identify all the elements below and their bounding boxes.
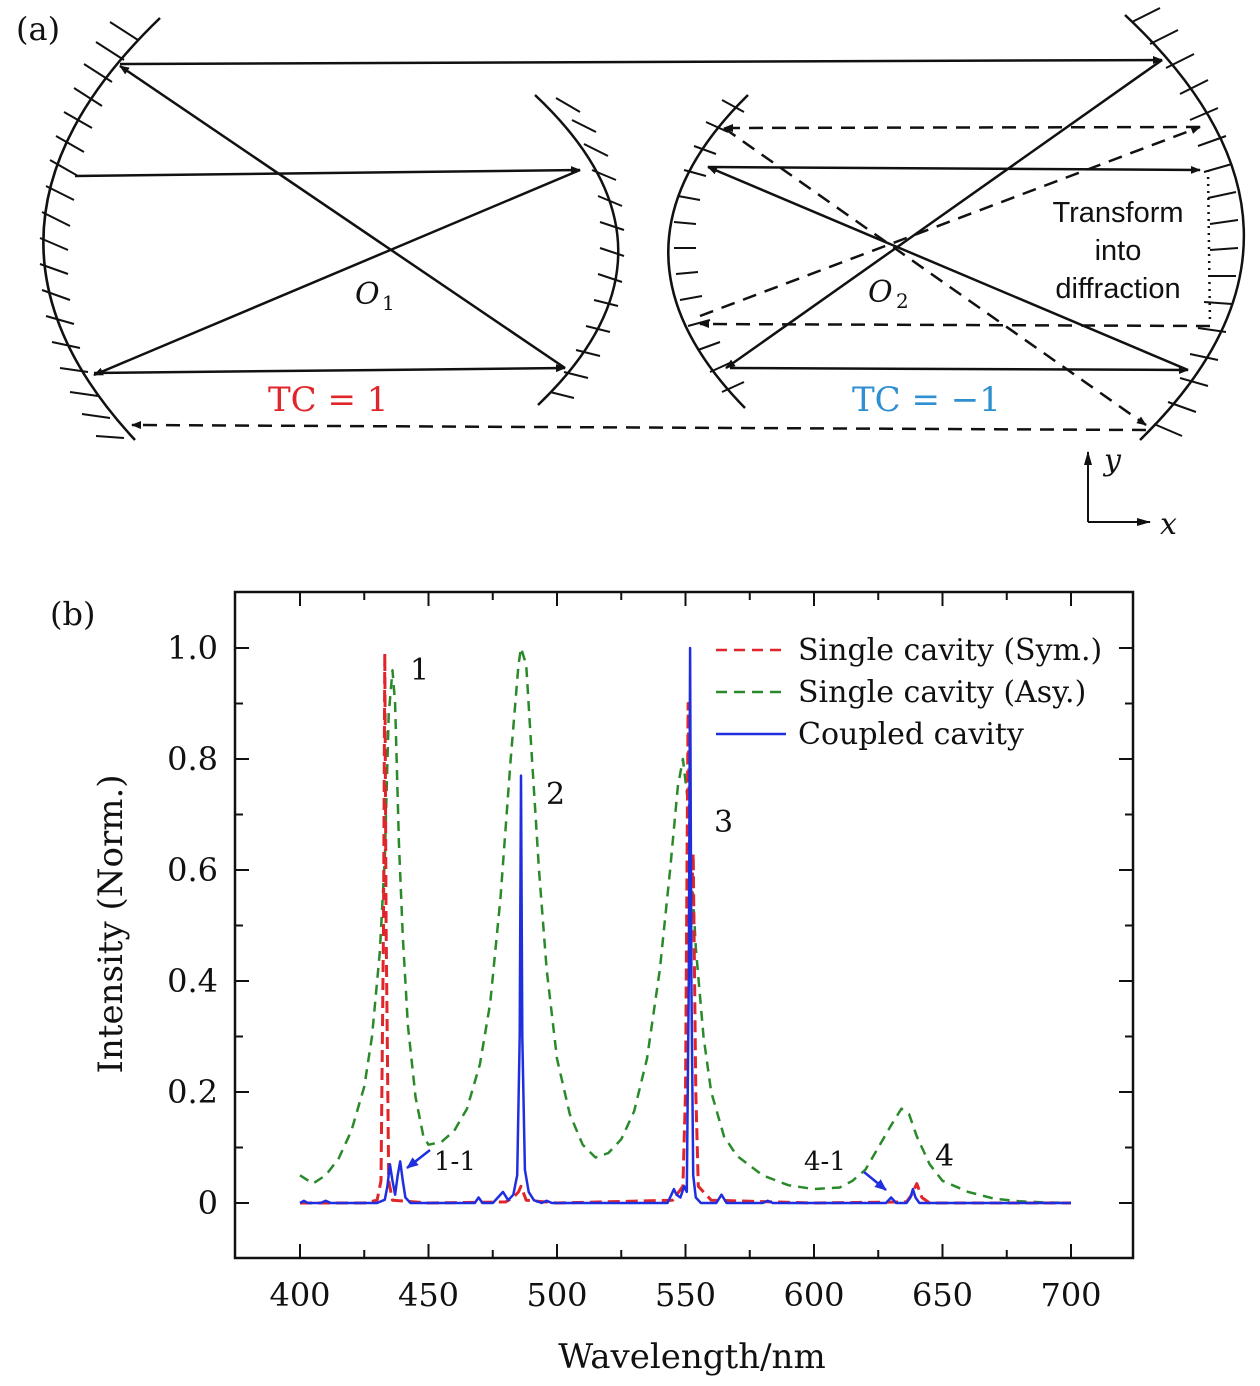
legend-label-coupled: Coupled cavity [798, 717, 1024, 752]
diffraction-dotted-line [1206, 169, 1212, 325]
right-mirror-hatching [673, 7, 1239, 437]
y-tick-label-0.2: 0.2 [167, 1073, 218, 1111]
y-tick-label-0.4: 0.4 [167, 962, 218, 1000]
series-line-single-cavity-sym [300, 652, 1071, 1205]
tc-right-label: TC = −1 [852, 380, 1001, 420]
o1-subscript: 1 [382, 291, 395, 315]
coordinate-axes: y x [1084, 443, 1177, 542]
x-tick-label-500: 500 [526, 1276, 587, 1314]
tc-left-label: TC = 1 [268, 380, 388, 420]
o2-subscript: 2 [896, 289, 909, 313]
peak-label-3: 3 [714, 805, 733, 840]
center-o1: O 1 [355, 277, 395, 315]
left-cavity-mirrors [42, 17, 620, 441]
x-tick-label-600: 600 [783, 1276, 844, 1314]
y-tick-label-0.8: 0.8 [167, 740, 218, 778]
transform-line-2: into [1095, 235, 1142, 267]
o1-label: O [355, 277, 380, 312]
panel-b: (b) 400 450 500 550 600 650 700 0 0.2 0.… [50, 590, 1135, 1377]
peak-label-1: 1 [410, 653, 429, 688]
axis-y-label: y [1102, 443, 1122, 478]
top-connecting-ray [119, 56, 1163, 66]
series-line-single-cavity-asy [299, 646, 1072, 1205]
center-o2: O 2 [868, 275, 909, 313]
panel-b-label: (b) [50, 595, 95, 633]
axis-ticks [235, 592, 1133, 1258]
x-tick-label-450: 450 [398, 1276, 459, 1314]
panel-a: (a) [16, 7, 1245, 542]
x-tick-labels: 400 450 500 550 600 650 700 [269, 1276, 1101, 1314]
x-tick-label-400: 400 [269, 1276, 330, 1314]
arrow-1-1 [406, 1149, 431, 1169]
transform-line-3: diffraction [1055, 273, 1180, 305]
y-tick-label-0: 0 [198, 1184, 218, 1222]
transform-line-1: Transform [1052, 197, 1183, 229]
peak-label-4-1: 4-1 [804, 1147, 846, 1177]
peak-annotations: 1 2 3 4 1-1 4-1 [410, 653, 954, 1177]
dashed-rays [131, 123, 1211, 432]
legend-label-sym: Single cavity (Sym.) [798, 633, 1102, 668]
x-axis-title: Wavelength/nm [558, 1337, 825, 1377]
y-tick-label-1.0: 1.0 [167, 629, 218, 667]
series-line-coupled-cavity [299, 646, 1071, 1205]
legend-label-asy: Single cavity (Asy.) [798, 675, 1086, 710]
peak-label-2: 2 [546, 777, 565, 812]
right-small-mirror [667, 94, 749, 409]
x-tick-label-650: 650 [912, 1276, 973, 1314]
x-tick-label-550: 550 [655, 1276, 716, 1314]
y-tick-labels: 0 0.2 0.4 0.6 0.8 1.0 [167, 629, 218, 1222]
o2-label: O [868, 275, 893, 310]
axis-x-label: x [1160, 507, 1177, 542]
left-big-mirror [42, 17, 161, 441]
left-cavity-rays [74, 64, 581, 377]
peak-label-1-1: 1-1 [434, 1147, 476, 1177]
y-axis-title: Intensity (Norm.) [91, 774, 131, 1073]
right-cavity-rays [707, 58, 1201, 374]
left-small-mirror [534, 94, 620, 406]
series-layer [299, 646, 1072, 1205]
arrow-4-1 [863, 1171, 887, 1191]
x-tick-label-700: 700 [1040, 1276, 1101, 1314]
panel-a-label: (a) [16, 10, 60, 48]
left-mirror-hatching [39, 21, 625, 439]
y-tick-label-0.6: 0.6 [167, 851, 218, 889]
legend: Single cavity (Sym.) Single cavity (Asy.… [716, 633, 1102, 752]
peak-label-4: 4 [935, 1139, 954, 1174]
transform-note: Transform into diffraction [1052, 197, 1183, 305]
